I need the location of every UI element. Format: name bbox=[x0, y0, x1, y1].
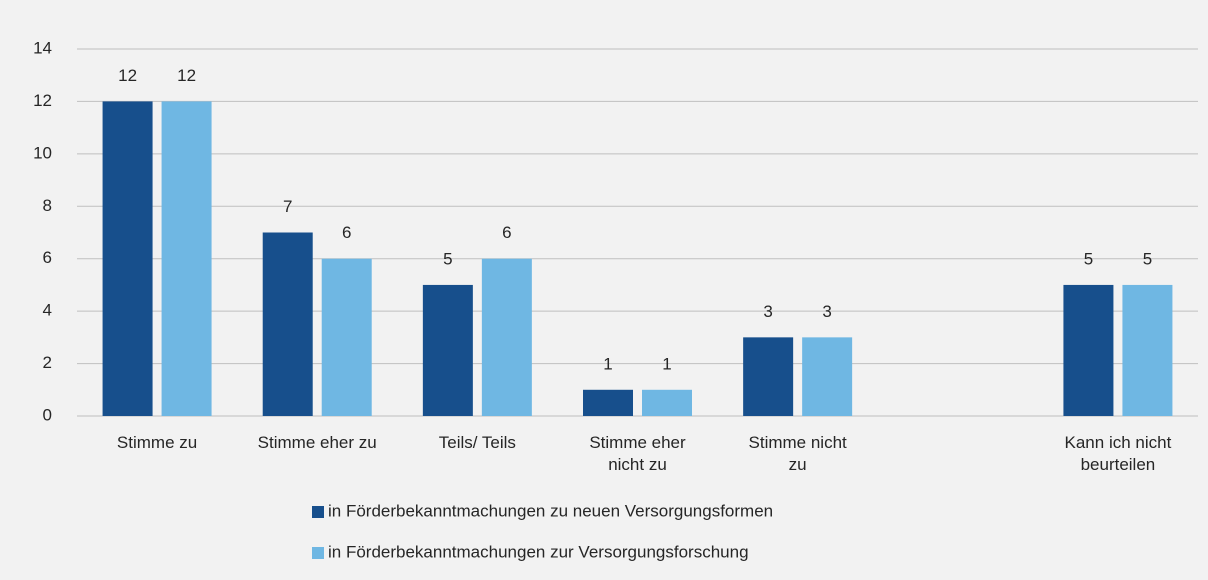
bar bbox=[1063, 284, 1114, 416]
value-label: 5 bbox=[1084, 249, 1093, 268]
bar bbox=[161, 101, 212, 416]
bar bbox=[481, 258, 532, 416]
value-label: 3 bbox=[763, 302, 772, 321]
bar bbox=[422, 284, 473, 416]
bar bbox=[583, 389, 633, 416]
y-tick-label: 6 bbox=[43, 248, 52, 267]
bar bbox=[321, 258, 372, 416]
bar bbox=[262, 232, 313, 416]
legend-label: in Förderbekanntmachungen zur Versorgung… bbox=[328, 542, 749, 561]
value-label: 1 bbox=[603, 354, 612, 373]
value-label: 6 bbox=[342, 223, 351, 242]
value-label: 5 bbox=[443, 249, 452, 268]
y-tick-label: 10 bbox=[33, 143, 52, 162]
x-tick-label: Kann ich nicht beurteilen bbox=[1064, 433, 1172, 474]
value-label: 6 bbox=[502, 223, 511, 242]
bar bbox=[102, 101, 153, 416]
y-tick-label: 12 bbox=[33, 91, 52, 110]
value-label: 5 bbox=[1143, 249, 1152, 268]
legend-swatch bbox=[312, 547, 324, 559]
y-tick-label: 0 bbox=[43, 405, 52, 424]
legend-label: in Förderbekanntmachungen zu neuen Verso… bbox=[328, 501, 773, 520]
bar bbox=[802, 337, 853, 416]
y-tick-label: 14 bbox=[33, 38, 52, 57]
x-tick-label: Stimme zu bbox=[116, 433, 198, 452]
value-label: 12 bbox=[177, 66, 196, 85]
legend-swatch bbox=[312, 506, 324, 518]
bar bbox=[642, 389, 692, 416]
y-tick-label: 8 bbox=[43, 196, 52, 215]
value-label: 12 bbox=[118, 66, 137, 85]
value-label: 3 bbox=[822, 302, 831, 321]
y-tick-label: 2 bbox=[43, 353, 52, 372]
bar bbox=[743, 337, 794, 416]
bar bbox=[1122, 284, 1173, 416]
x-tick-label: Stimme nicht zu bbox=[748, 433, 847, 474]
x-tick-label: Stimme eher nicht zu bbox=[589, 433, 686, 474]
x-tick-label: Stimme eher zu bbox=[257, 433, 377, 452]
value-label: 7 bbox=[283, 197, 292, 216]
value-label: 1 bbox=[662, 354, 671, 373]
x-tick-label: Teils/ Teils bbox=[438, 433, 516, 452]
y-tick-label: 4 bbox=[43, 301, 52, 320]
